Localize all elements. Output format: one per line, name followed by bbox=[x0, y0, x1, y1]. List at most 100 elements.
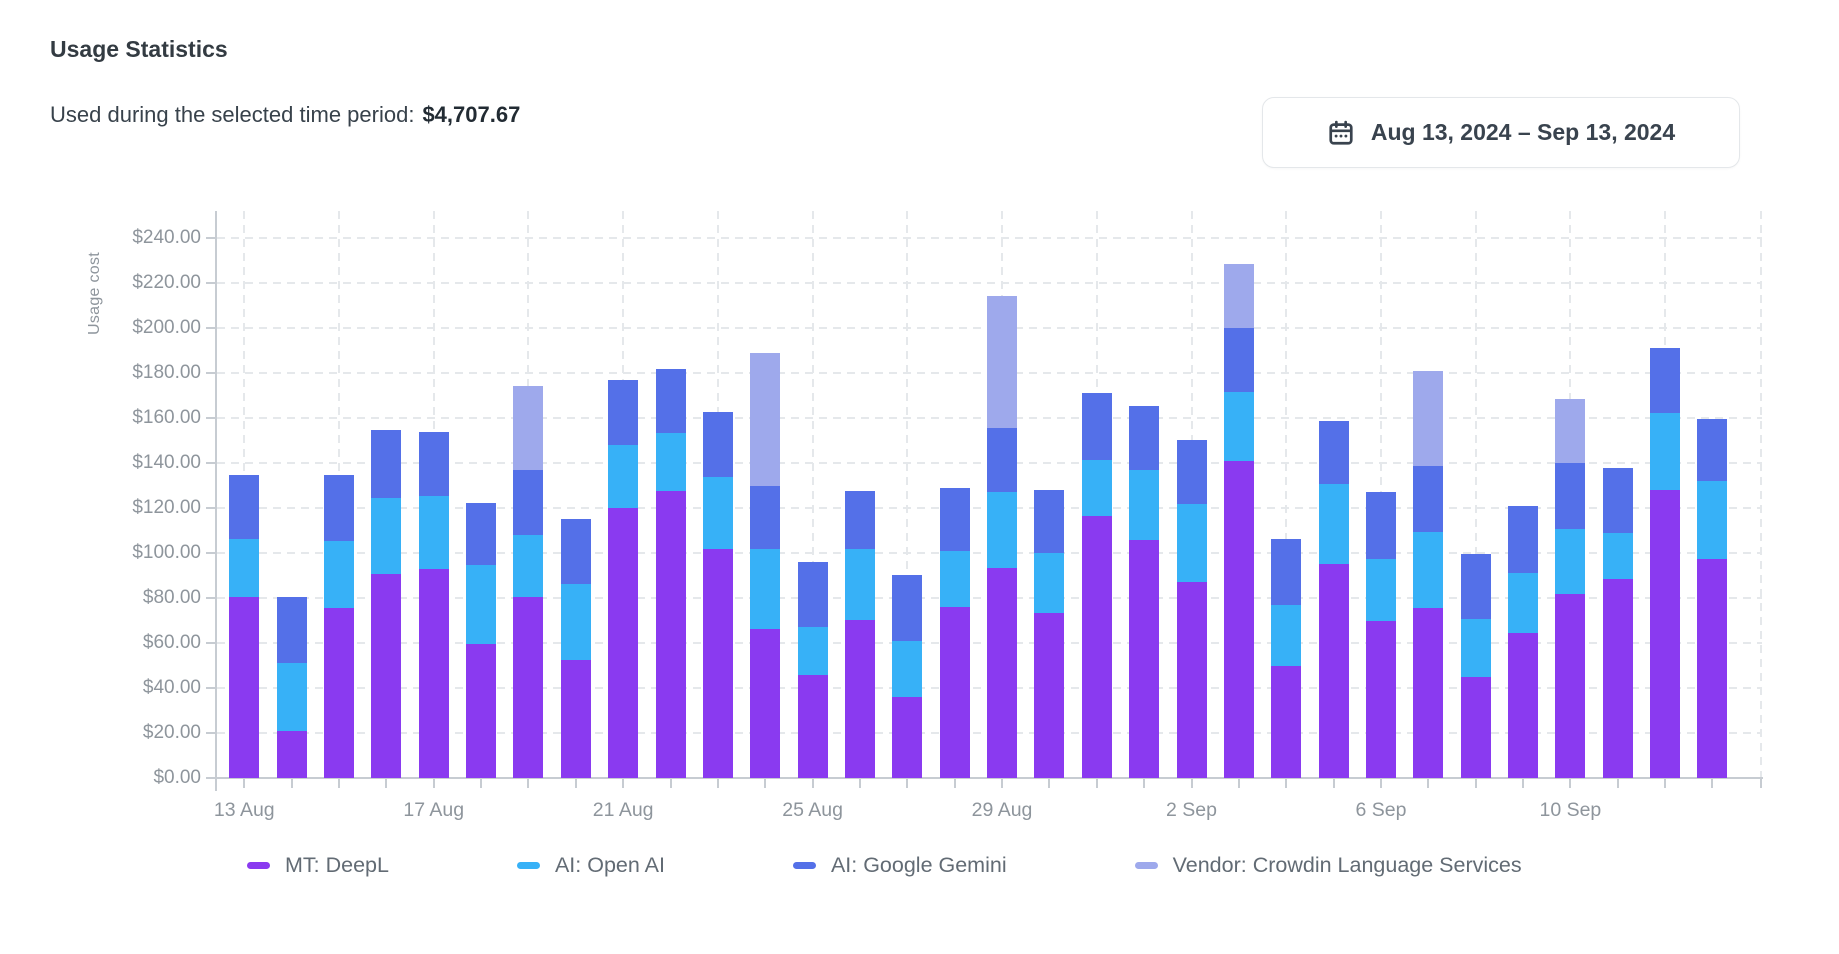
bar-segment-ai-open-ai-18-aug[interactable] bbox=[466, 564, 497, 645]
bar-segment-ai-open-ai-19-aug[interactable] bbox=[513, 535, 544, 598]
bar-segment-mt-deepl-9-sep[interactable] bbox=[1508, 633, 1539, 778]
bar-segment-ai-open-ai-5-sep[interactable] bbox=[1318, 484, 1349, 564]
bar-segment-ai-google-gemini-30-aug[interactable] bbox=[1034, 490, 1065, 554]
bar-segment-mt-deepl-19-aug[interactable] bbox=[513, 597, 544, 778]
bar-segment-ai-open-ai-3-sep[interactable] bbox=[1223, 392, 1254, 461]
bar-segment-mt-deepl-2-sep[interactable] bbox=[1176, 582, 1207, 778]
bar-segment-vendor-crowdin-language-services-7-sep[interactable] bbox=[1413, 370, 1444, 466]
bar-segment-ai-open-ai-10-sep[interactable] bbox=[1555, 528, 1586, 594]
bar-segment-ai-google-gemini-22-aug[interactable] bbox=[655, 368, 686, 434]
legend-item-ai-open-ai[interactable]: AI: Open AI bbox=[516, 853, 665, 878]
bar-segment-ai-google-gemini-29-aug[interactable] bbox=[987, 428, 1018, 493]
bar-segment-ai-google-gemini-25-aug[interactable] bbox=[797, 561, 828, 627]
bar-segment-mt-deepl-5-sep[interactable] bbox=[1318, 563, 1349, 778]
bar-segment-ai-open-ai-16-aug[interactable] bbox=[371, 497, 402, 574]
bar-segment-mt-deepl-12-sep[interactable] bbox=[1650, 490, 1681, 778]
bar-segment-ai-google-gemini-26-aug[interactable] bbox=[844, 491, 875, 550]
bar-segment-vendor-crowdin-language-services-29-aug[interactable] bbox=[987, 296, 1018, 429]
bar-segment-mt-deepl-17-aug[interactable] bbox=[418, 568, 449, 778]
bar-segment-mt-deepl-20-aug[interactable] bbox=[560, 659, 591, 778]
bar-segment-ai-open-ai-22-aug[interactable] bbox=[655, 433, 686, 492]
bar-segment-ai-open-ai-14-aug[interactable] bbox=[276, 662, 307, 731]
bar-segment-ai-open-ai-7-sep[interactable] bbox=[1413, 532, 1444, 608]
bar-segment-ai-google-gemini-4-sep[interactable] bbox=[1271, 539, 1302, 605]
bar-segment-ai-google-gemini-13-aug[interactable] bbox=[229, 475, 260, 540]
bar-segment-ai-google-gemini-1-sep[interactable] bbox=[1129, 405, 1160, 470]
bar-segment-mt-deepl-1-sep[interactable] bbox=[1129, 540, 1160, 778]
bar-segment-ai-open-ai-2-sep[interactable] bbox=[1176, 504, 1207, 583]
bar-segment-vendor-crowdin-language-services-19-aug[interactable] bbox=[513, 386, 544, 470]
bar-segment-mt-deepl-14-aug[interactable] bbox=[276, 730, 307, 778]
bar-segment-mt-deepl-18-aug[interactable] bbox=[466, 644, 497, 778]
bar-segment-ai-google-gemini-15-aug[interactable] bbox=[324, 475, 355, 541]
bar-segment-ai-open-ai-13-sep[interactable] bbox=[1697, 480, 1728, 559]
bar-segment-mt-deepl-8-sep[interactable] bbox=[1460, 677, 1491, 778]
bar-segment-mt-deepl-29-aug[interactable] bbox=[987, 567, 1018, 778]
bar-segment-ai-google-gemini-11-sep[interactable] bbox=[1602, 467, 1633, 534]
bar-segment-ai-google-gemini-27-aug[interactable] bbox=[892, 575, 923, 642]
bar-segment-vendor-crowdin-language-services-24-aug[interactable] bbox=[750, 353, 781, 487]
bar-segment-ai-google-gemini-5-sep[interactable] bbox=[1318, 420, 1349, 485]
bar-segment-ai-google-gemini-21-aug[interactable] bbox=[608, 379, 639, 446]
bar-segment-mt-deepl-4-sep[interactable] bbox=[1271, 666, 1302, 778]
bar-segment-vendor-crowdin-language-services-10-sep[interactable] bbox=[1555, 399, 1586, 463]
bar-segment-ai-open-ai-12-sep[interactable] bbox=[1650, 412, 1681, 491]
bar-segment-ai-google-gemini-24-aug[interactable] bbox=[750, 486, 781, 550]
bar-segment-ai-open-ai-6-sep[interactable] bbox=[1365, 558, 1396, 621]
legend-item-vendor-crowdin-language-services[interactable]: Vendor: Crowdin Language Services bbox=[1134, 853, 1522, 878]
bar-segment-ai-google-gemini-14-aug[interactable] bbox=[276, 597, 307, 663]
bar-segment-ai-open-ai-13-aug[interactable] bbox=[229, 539, 260, 598]
bar-segment-ai-open-ai-30-aug[interactable] bbox=[1034, 553, 1065, 613]
bar-segment-ai-google-gemini-13-sep[interactable] bbox=[1697, 418, 1728, 481]
bar-segment-ai-google-gemini-23-aug[interactable] bbox=[702, 411, 733, 478]
bar-segment-ai-google-gemini-2-sep[interactable] bbox=[1176, 440, 1207, 505]
bar-segment-mt-deepl-26-aug[interactable] bbox=[844, 619, 875, 778]
bar-segment-mt-deepl-3-sep[interactable] bbox=[1223, 460, 1254, 778]
bar-segment-ai-google-gemini-20-aug[interactable] bbox=[560, 518, 591, 585]
bar-segment-ai-open-ai-4-sep[interactable] bbox=[1271, 604, 1302, 667]
bar-segment-mt-deepl-15-aug[interactable] bbox=[324, 607, 355, 778]
bar-segment-mt-deepl-22-aug[interactable] bbox=[655, 491, 686, 778]
bar-segment-mt-deepl-28-aug[interactable] bbox=[939, 606, 970, 778]
bar-segment-ai-google-gemini-10-sep[interactable] bbox=[1555, 462, 1586, 529]
bar-segment-ai-open-ai-1-sep[interactable] bbox=[1129, 469, 1160, 541]
legend-item-mt-deepl[interactable]: MT: DeepL bbox=[247, 853, 389, 878]
bar-segment-ai-open-ai-28-aug[interactable] bbox=[939, 550, 970, 607]
bar-segment-mt-deepl-24-aug[interactable] bbox=[750, 628, 781, 778]
bar-segment-ai-open-ai-23-aug[interactable] bbox=[702, 477, 733, 549]
bar-segment-ai-open-ai-17-aug[interactable] bbox=[418, 496, 449, 569]
bar-segment-ai-google-gemini-17-aug[interactable] bbox=[418, 432, 449, 497]
bar-segment-ai-google-gemini-7-sep[interactable] bbox=[1413, 465, 1444, 533]
bar-segment-mt-deepl-7-sep[interactable] bbox=[1413, 607, 1444, 778]
bar-segment-ai-open-ai-8-sep[interactable] bbox=[1460, 618, 1491, 678]
bar-segment-ai-google-gemini-3-sep[interactable] bbox=[1223, 328, 1254, 393]
date-range-picker-button[interactable]: Aug 13, 2024 – Sep 13, 2024 bbox=[1262, 97, 1740, 168]
bar-segment-mt-deepl-30-aug[interactable] bbox=[1034, 612, 1065, 778]
bar-segment-mt-deepl-31-aug[interactable] bbox=[1081, 515, 1112, 778]
bar-segment-mt-deepl-13-sep[interactable] bbox=[1697, 558, 1728, 778]
bar-segment-ai-open-ai-20-aug[interactable] bbox=[560, 584, 591, 660]
legend-item-ai-google-gemini[interactable]: AI: Google Gemini bbox=[792, 853, 1007, 878]
bar-segment-ai-open-ai-15-aug[interactable] bbox=[324, 540, 355, 608]
bar-segment-ai-open-ai-25-aug[interactable] bbox=[797, 626, 828, 676]
bar-segment-mt-deepl-27-aug[interactable] bbox=[892, 697, 923, 778]
bar-segment-mt-deepl-25-aug[interactable] bbox=[797, 675, 828, 778]
bar-segment-ai-google-gemini-8-sep[interactable] bbox=[1460, 554, 1491, 619]
bar-segment-mt-deepl-13-aug[interactable] bbox=[229, 597, 260, 778]
bar-segment-ai-open-ai-26-aug[interactable] bbox=[844, 549, 875, 620]
bar-segment-mt-deepl-11-sep[interactable] bbox=[1602, 579, 1633, 778]
bar-segment-ai-open-ai-11-sep[interactable] bbox=[1602, 533, 1633, 580]
bar-segment-ai-open-ai-31-aug[interactable] bbox=[1081, 459, 1112, 516]
bar-segment-ai-google-gemini-6-sep[interactable] bbox=[1365, 492, 1396, 559]
bar-segment-mt-deepl-16-aug[interactable] bbox=[371, 573, 402, 778]
bar-segment-ai-google-gemini-9-sep[interactable] bbox=[1508, 505, 1539, 573]
bar-segment-ai-google-gemini-16-aug[interactable] bbox=[371, 430, 402, 498]
bar-segment-ai-google-gemini-18-aug[interactable] bbox=[466, 503, 497, 565]
bar-segment-ai-open-ai-24-aug[interactable] bbox=[750, 549, 781, 629]
bar-segment-ai-google-gemini-19-aug[interactable] bbox=[513, 469, 544, 535]
bar-segment-mt-deepl-6-sep[interactable] bbox=[1365, 620, 1396, 778]
bar-segment-ai-open-ai-9-sep[interactable] bbox=[1508, 572, 1539, 634]
bar-segment-ai-open-ai-21-aug[interactable] bbox=[608, 445, 639, 509]
bar-segment-ai-open-ai-27-aug[interactable] bbox=[892, 641, 923, 698]
bar-segment-mt-deepl-23-aug[interactable] bbox=[702, 548, 733, 778]
